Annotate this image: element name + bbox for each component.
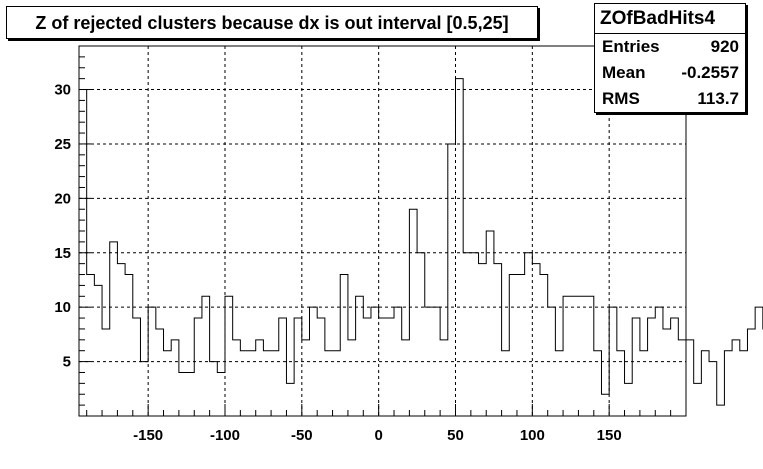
stats-value: 920: [710, 37, 739, 56]
stats-name: ZOfBadHits4: [595, 4, 745, 34]
y-tick-label: 10: [54, 299, 71, 316]
tick-labels: -150 -100 -50 0 50 100 150 5 10 15 20 25 30: [54, 82, 621, 444]
chart-title: Z of rejected clusters because dx is out…: [6, 6, 538, 39]
y-tick-label: 30: [54, 82, 71, 99]
stats-row-mean: Mean -0.2557: [595, 60, 745, 86]
axes: [79, 45, 672, 416]
stats-value: 113.7: [697, 89, 739, 108]
stats-row-entries: Entries 920: [595, 34, 745, 60]
x-tick-label: 50: [447, 427, 464, 444]
x-tick-label: -50: [291, 427, 313, 444]
histogram-line: [79, 78, 763, 406]
x-tick-label: -150: [133, 427, 163, 444]
y-tick-label: 5: [63, 354, 71, 371]
y-tick-label: 25: [54, 136, 71, 153]
stats-label: Mean: [602, 63, 646, 82]
stats-box: ZOfBadHits4 Entries 920 Mean -0.2557 RMS…: [594, 3, 746, 113]
x-tick-label: 150: [597, 427, 622, 444]
stats-value: -0.2557: [681, 63, 739, 82]
stats-label: RMS: [602, 89, 640, 108]
x-tick-label: -100: [210, 427, 240, 444]
y-tick-label: 20: [54, 190, 71, 207]
x-tick-label: 100: [520, 427, 545, 444]
x-tick-label: 0: [374, 427, 382, 444]
stats-row-rms: RMS 113.7: [595, 86, 745, 112]
y-tick-label: 15: [54, 245, 71, 262]
stats-label: Entries: [602, 37, 660, 56]
